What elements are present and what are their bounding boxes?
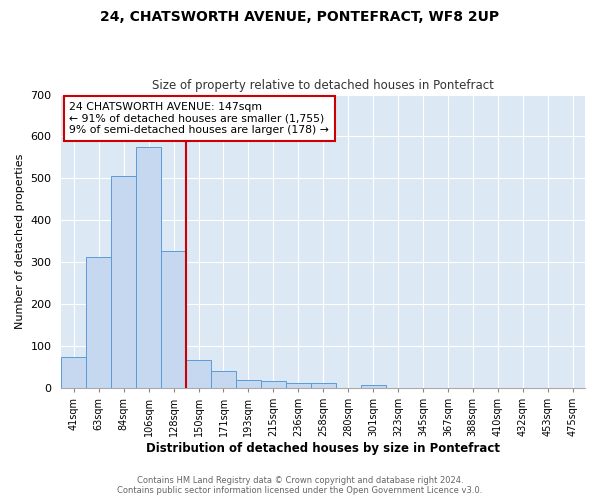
Bar [161, 251, 186, 388]
Text: 24 CHATSWORTH AVENUE: 147sqm
← 91% of detached houses are smaller (1,755)
9% of : 24 CHATSWORTH AVENUE: 147sqm ← 91% of de… [69, 102, 329, 135]
Bar [286, 384, 311, 388]
Bar [136, 147, 161, 388]
Bar [111, 176, 136, 388]
Bar [86, 257, 111, 388]
X-axis label: Distribution of detached houses by size in Pontefract: Distribution of detached houses by size … [146, 442, 500, 455]
Title: Size of property relative to detached houses in Pontefract: Size of property relative to detached ho… [152, 79, 494, 92]
Text: 24, CHATSWORTH AVENUE, PONTEFRACT, WF8 2UP: 24, CHATSWORTH AVENUE, PONTEFRACT, WF8 2… [100, 10, 500, 24]
Bar [361, 384, 386, 388]
Bar [211, 372, 236, 388]
Bar [311, 382, 335, 388]
Bar [261, 382, 286, 388]
Text: Contains HM Land Registry data © Crown copyright and database right 2024.
Contai: Contains HM Land Registry data © Crown c… [118, 476, 482, 495]
Y-axis label: Number of detached properties: Number of detached properties [15, 154, 25, 329]
Bar [236, 380, 261, 388]
Bar [61, 356, 86, 388]
Bar [186, 360, 211, 388]
